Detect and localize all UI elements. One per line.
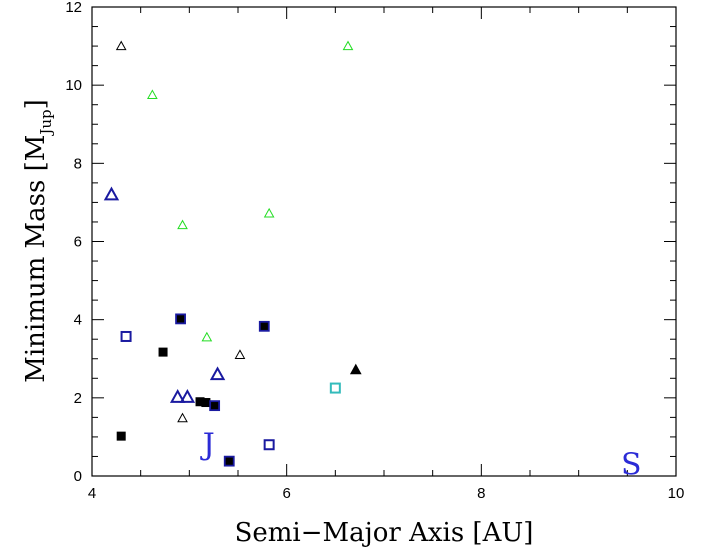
data-point (201, 398, 211, 408)
data-point (201, 331, 213, 342)
y-tick-label: 8 (74, 155, 82, 172)
data-point (177, 412, 188, 423)
plot-frame (91, 6, 677, 477)
data-point (234, 349, 246, 359)
y-tick-label: 6 (74, 234, 82, 251)
x-tick-label: 8 (477, 485, 485, 502)
data-point (169, 388, 186, 403)
data-point (120, 330, 132, 342)
data-point (349, 363, 362, 375)
data-point (158, 347, 168, 357)
data-point (258, 320, 270, 332)
data-point (263, 207, 275, 218)
y-tick-label: 4 (74, 312, 82, 329)
data-point (329, 382, 341, 394)
data-point (103, 186, 120, 201)
x-tick-label: 6 (282, 485, 290, 502)
y-tick-label: 10 (65, 77, 82, 94)
y-axis-title: Minimum Mass [MJup] (21, 99, 55, 383)
data-point (115, 40, 127, 51)
data-point (195, 397, 205, 407)
data-point (209, 400, 221, 412)
x-tick-label: 10 (668, 485, 685, 502)
axis-ticks (91, 6, 677, 477)
x-tick-label: 4 (88, 485, 96, 502)
tick-labels: 4 6 8 10 0 2 4 6 8 10 12 (65, 0, 684, 502)
data-point (177, 219, 188, 230)
y-tick-label: 2 (74, 390, 82, 407)
y-tick-label: 12 (65, 0, 82, 16)
data-point (342, 40, 354, 51)
data-point (179, 388, 196, 403)
x-axis-title: Semi−Major Axis [AU] (235, 518, 534, 548)
svg-text:Minimum Mass [MJup]: Minimum Mass [MJup] (21, 99, 55, 383)
planet-letters: JS (200, 428, 642, 483)
y-axis-title-end: ] (21, 99, 51, 109)
data-point (175, 313, 186, 325)
data-point (223, 455, 235, 467)
y-axis-title-main: Minimum Mass [M (21, 135, 51, 383)
data-points (103, 40, 362, 467)
data-point (146, 89, 158, 100)
data-point (116, 431, 126, 441)
y-tick-label: 0 (74, 468, 82, 485)
planet-marker-j: J (200, 428, 215, 463)
data-point (209, 366, 226, 381)
y-axis-title-sub: Jup (37, 109, 55, 136)
data-point (263, 439, 275, 451)
planet-marker-s: S (621, 447, 642, 482)
